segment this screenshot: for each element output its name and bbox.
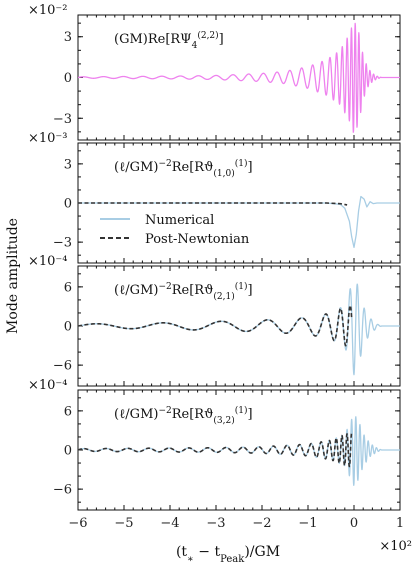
y-tick-label: −3 bbox=[53, 236, 72, 251]
legend: Numerical Post-Newtonian bbox=[100, 213, 250, 247]
y-tick-label: 0 bbox=[64, 71, 72, 86]
panel-label: (ℓ/GM)−2Re[Rϑ(3,2)(1)] bbox=[114, 405, 253, 426]
y-tick-label: 6 bbox=[64, 280, 72, 295]
panel-3: 6 0 −6 ×10⁻⁴ (ℓ/GM)−2Re[Rϑ(2,1)(1)] bbox=[28, 254, 401, 387]
y-tick-label: 0 bbox=[64, 320, 72, 335]
y-tick-label: 6 bbox=[64, 404, 72, 419]
y-tick-label: 3 bbox=[64, 157, 72, 172]
series-line-line bbox=[78, 22, 400, 133]
series-post-newtonian-line bbox=[78, 432, 353, 468]
y-exponent-label: ×10⁻² bbox=[28, 3, 68, 18]
y-axis-title: Mode amplitude bbox=[5, 218, 21, 334]
y-tick-label: −6 bbox=[53, 359, 72, 374]
y-exponent-label: ×10⁻³ bbox=[28, 131, 68, 146]
legend-pn-label: Post-Newtonian bbox=[145, 232, 250, 247]
panel-label: (GM)Re[RΨ4(2,2)] bbox=[114, 30, 224, 51]
panel-label: (ℓ/GM)−2Re[Rϑ(2,1)(1)] bbox=[114, 281, 253, 302]
y-tick-label: 0 bbox=[64, 197, 72, 212]
series-numerical-line bbox=[78, 195, 400, 248]
panel-1: 3 0 −3 ×10⁻² (GM)Re[RΨ4(2,2)] bbox=[28, 3, 401, 141]
y-tick-label: 3 bbox=[64, 30, 72, 45]
y-tick-label: −6 bbox=[53, 483, 72, 498]
panels: 3 0 −3 ×10⁻² (GM)Re[RΨ4(2,2)] 3 0 −3 ×10⁻³ (ℓ/GM)… bbox=[28, 3, 404, 531]
y-exponent-label: ×10⁻⁴ bbox=[28, 378, 68, 393]
panel-2: 3 0 −3 ×10⁻³ (ℓ/GM)−2Re[Rϑ(1,0)(1)] bbox=[28, 131, 401, 264]
x-tick-label: −2 bbox=[252, 516, 271, 531]
legend-numerical-label: Numerical bbox=[145, 213, 214, 228]
x-tick-label: −4 bbox=[160, 516, 179, 531]
x-tick-label: 1 bbox=[396, 516, 404, 531]
panel-4: 6 0 −6 ×10⁻⁴ (ℓ/GM)−2Re[Rϑ(3,2)(1)] −6 −5 −4 −3 −… bbox=[28, 378, 404, 531]
x-tick-label: −6 bbox=[68, 516, 87, 531]
series-post-newtonian-line bbox=[78, 304, 353, 347]
series-numerical-line bbox=[78, 416, 400, 486]
x-axis-title: (t∗ − tPeak)/GM bbox=[176, 544, 280, 563]
x-tick-label: −3 bbox=[206, 516, 225, 531]
panel-label: (ℓ/GM)−2Re[Rϑ(1,0)(1)] bbox=[114, 158, 253, 179]
y-tick-label: 0 bbox=[64, 444, 72, 459]
x-tick-label: 0 bbox=[350, 516, 358, 531]
series-post-newtonian-line bbox=[78, 202, 348, 206]
x-exponent-label: ×10² bbox=[379, 539, 412, 554]
y-tick-label: −3 bbox=[53, 112, 72, 127]
x-tick-label: −1 bbox=[298, 516, 317, 531]
x-tick-label: −5 bbox=[114, 516, 133, 531]
y-exponent-label: ×10⁻⁴ bbox=[28, 254, 68, 269]
